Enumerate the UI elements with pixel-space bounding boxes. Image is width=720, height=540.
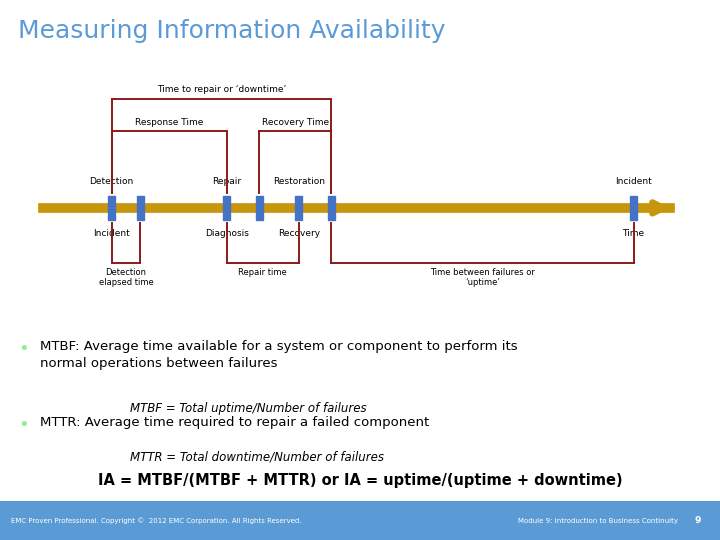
Text: Detection
elapsed time: Detection elapsed time bbox=[99, 267, 153, 287]
Text: Restoration: Restoration bbox=[273, 177, 325, 186]
Text: Diagnosis: Diagnosis bbox=[205, 230, 248, 239]
Text: Incident: Incident bbox=[93, 230, 130, 239]
Text: Repair time: Repair time bbox=[238, 267, 287, 276]
Text: EMC Proven Professional. Copyright ©  2012 EMC Corporation. All Rights Reserved.: EMC Proven Professional. Copyright © 201… bbox=[11, 517, 301, 524]
Bar bbox=[630, 195, 637, 220]
Bar bbox=[108, 195, 115, 220]
Bar bbox=[223, 195, 230, 220]
Text: Measuring Information Availability: Measuring Information Availability bbox=[18, 19, 446, 43]
Text: MTTR = Total downtime/Number of failures: MTTR = Total downtime/Number of failures bbox=[130, 451, 384, 464]
Bar bbox=[328, 195, 335, 220]
Text: IA = MTBF/(MTBF + MTTR) or IA = uptime/(uptime + downtime): IA = MTBF/(MTBF + MTTR) or IA = uptime/(… bbox=[98, 472, 622, 488]
Bar bbox=[137, 195, 144, 220]
Text: Response Time: Response Time bbox=[135, 118, 203, 126]
Text: Time between failures or
‘uptime’: Time between failures or ‘uptime’ bbox=[430, 267, 535, 287]
Text: •: • bbox=[18, 340, 29, 358]
Text: Recovery: Recovery bbox=[278, 230, 320, 239]
Text: 9: 9 bbox=[695, 516, 701, 525]
Text: Detection: Detection bbox=[89, 177, 134, 186]
Bar bbox=[0, 501, 720, 540]
Text: MTTR: Average time required to repair a failed component: MTTR: Average time required to repair a … bbox=[40, 416, 429, 429]
Bar bbox=[256, 195, 263, 220]
Text: Time to repair or ‘downtime’: Time to repair or ‘downtime’ bbox=[157, 85, 286, 94]
Bar bbox=[295, 195, 302, 220]
Text: MTBF = Total uptime/Number of failures: MTBF = Total uptime/Number of failures bbox=[130, 402, 366, 415]
Text: Incident: Incident bbox=[615, 177, 652, 186]
Text: •: • bbox=[18, 416, 29, 434]
Text: MTBF: Average time available for a system or component to perform its
normal ope: MTBF: Average time available for a syste… bbox=[40, 340, 517, 370]
Text: Repair: Repair bbox=[212, 177, 241, 186]
Text: Recovery Time: Recovery Time bbox=[261, 118, 329, 126]
Text: Module 9: Introduction to Business Continuity: Module 9: Introduction to Business Conti… bbox=[518, 517, 678, 524]
Text: Time: Time bbox=[623, 230, 644, 239]
